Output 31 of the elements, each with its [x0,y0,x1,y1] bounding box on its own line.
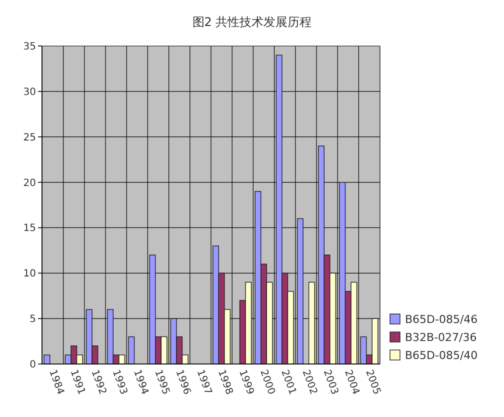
bar [308,282,315,364]
legend-label: B65D-085/46 [405,312,478,326]
x-tick-label: 1992 [88,368,108,396]
x-tick-label: 1998 [215,368,234,396]
y-tick-label: 5 [30,314,36,326]
x-tick-label: 2003 [320,368,340,396]
y-tick-label: 15 [23,223,36,234]
legend-label: B32B-027/36 [405,330,477,344]
x-tick-label: 2004 [342,368,362,396]
y-tick-label: 10 [23,268,36,280]
x-tick-label: 1999 [236,368,256,396]
bar [296,218,304,364]
x-tick-label: 2002 [300,368,319,396]
x-tick-label: 1993 [110,368,129,396]
bar [128,336,135,364]
x-tick-label: 1995 [152,368,172,396]
x-tick-label: 1996 [173,368,192,396]
y-tick-label: 0 [30,360,36,370]
x-tick-label: 1994 [131,368,150,396]
x-tick-label: 1991 [68,368,87,396]
x-tick-label: 1997 [194,368,214,396]
y-tick-label: 30 [23,86,36,98]
y-tick-label: 20 [23,178,36,189]
x-tick-label: 2001 [278,368,298,396]
y-tick-label: 35 [23,42,36,52]
x-tick-label: 1984 [46,368,66,396]
chart-title: 图2 共性技术发展历程 [192,15,312,29]
legend-label: B65D-085/40 [405,348,478,362]
x-tick-label: 2005 [363,368,382,396]
x-tick-label: 2000 [258,368,277,396]
y-tick-label: 25 [23,132,36,144]
